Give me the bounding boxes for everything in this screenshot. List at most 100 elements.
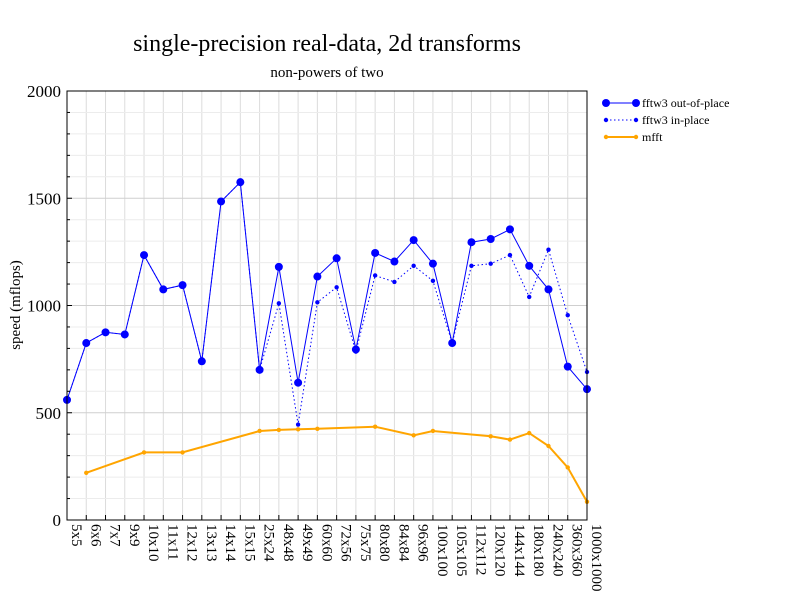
- data-point: [392, 279, 397, 285]
- data-point: [525, 261, 534, 270]
- x-tick-label: 240x240: [549, 524, 565, 577]
- x-tick-label: 80x80: [376, 524, 392, 562]
- data-point: [257, 367, 262, 373]
- data-point: [334, 285, 339, 290]
- data-point: [84, 340, 89, 346]
- legend-marker: [603, 117, 609, 123]
- x-tick-label: 1000x1000: [588, 524, 604, 592]
- chart-title: single-precision real-data, 2d transform…: [133, 31, 521, 57]
- data-point: [199, 359, 205, 364]
- data-point: [563, 362, 572, 371]
- y-tick-label: 2000: [27, 82, 61, 101]
- data-point: [103, 330, 108, 335]
- data-point: [332, 254, 341, 263]
- legend-marker: [633, 134, 639, 140]
- y-tick-label: 1500: [27, 189, 61, 208]
- data-point: [122, 332, 127, 337]
- x-tick-label: 72x56: [338, 524, 354, 562]
- x-tick-label: 12x12: [184, 524, 200, 562]
- data-point: [238, 179, 243, 185]
- x-tick-label: 11x11: [164, 524, 180, 560]
- data-point: [486, 235, 495, 244]
- y-tick-label: 500: [36, 404, 62, 423]
- x-tick-label: 13x13: [203, 524, 219, 562]
- data-point: [430, 278, 436, 284]
- data-point: [546, 443, 551, 449]
- x-tick-label: 48x48: [280, 524, 296, 562]
- series-line: [66, 181, 588, 425]
- legend-item: fftw3 in-place: [603, 113, 709, 127]
- data-point: [180, 450, 185, 455]
- data-point: [411, 263, 416, 269]
- data-point: [294, 378, 303, 387]
- data-point: [527, 430, 532, 436]
- y-tick-label: 1000: [27, 297, 61, 316]
- data-point: [449, 340, 455, 346]
- legend-item: mfft: [603, 130, 663, 144]
- data-point: [295, 427, 301, 432]
- x-tick-label: 7x7: [107, 524, 123, 547]
- legend-label: fftw3 in-place: [642, 113, 709, 127]
- data-point: [315, 300, 320, 305]
- data-point: [428, 259, 437, 268]
- data-point: [84, 470, 89, 476]
- legend-item: fftw3 out-of-place: [602, 96, 729, 110]
- series-1: [64, 179, 590, 427]
- legend-label: mfft: [642, 130, 663, 144]
- data-point: [141, 252, 147, 258]
- data-point: [505, 225, 514, 234]
- data-point: [257, 428, 262, 434]
- data-point: [507, 437, 513, 442]
- x-tick-label: 10x10: [145, 524, 161, 562]
- data-point: [467, 238, 476, 247]
- data-point: [390, 257, 399, 266]
- x-tick-label: 49x49: [299, 524, 315, 562]
- data-point: [276, 301, 282, 306]
- x-tick-label: 360x360: [569, 524, 585, 577]
- x-tick-label: 6x6: [87, 524, 103, 547]
- x-tick-label: 84x84: [395, 524, 411, 562]
- legend-marker: [602, 99, 610, 107]
- legend-label: fftw3 out-of-place: [642, 96, 729, 110]
- data-point: [430, 428, 436, 434]
- data-point: [411, 433, 416, 438]
- data-point: [141, 450, 147, 455]
- data-point: [161, 287, 166, 292]
- legend: fftw3 out-of-place fftw3 in-place mfft: [602, 96, 729, 144]
- x-tick-label: 9x9: [126, 524, 142, 547]
- x-tick-label: 100x100: [434, 524, 450, 577]
- data-point: [295, 422, 301, 427]
- series-2: [84, 424, 590, 504]
- x-tick-label: 105x105: [453, 524, 469, 577]
- data-point: [313, 272, 322, 281]
- data-point: [488, 261, 493, 266]
- data-point: [371, 248, 380, 257]
- grid: [67, 91, 587, 520]
- x-tick-label: 180x180: [530, 524, 546, 577]
- data-point: [409, 236, 418, 245]
- chart-subtitle: non-powers of two: [270, 65, 383, 81]
- x-tick-label: 96x96: [415, 524, 431, 562]
- x-tick-label: 60x60: [318, 524, 334, 562]
- data-point: [353, 349, 359, 354]
- data-point: [180, 282, 185, 288]
- x-tick-label: 120x120: [492, 524, 508, 577]
- x-tick-label: 25x24: [261, 524, 277, 562]
- series-layer: [63, 178, 591, 504]
- x-tick-label: 5x5: [68, 524, 84, 547]
- data-point: [372, 273, 378, 278]
- data-point: [276, 427, 282, 433]
- legend-marker: [603, 134, 609, 140]
- data-point: [565, 465, 570, 470]
- y-axis-label: speed (mflops): [8, 260, 24, 350]
- x-tick-label: 75x75: [357, 524, 373, 562]
- data-point: [469, 263, 474, 269]
- data-point: [546, 247, 551, 252]
- legend-marker: [632, 99, 640, 107]
- data-point: [372, 424, 378, 429]
- series-line: [85, 425, 588, 503]
- x-tick-label: 15x15: [241, 524, 257, 562]
- x-tick-label: 14x14: [222, 524, 238, 562]
- x-tick-label: 144x144: [511, 524, 527, 577]
